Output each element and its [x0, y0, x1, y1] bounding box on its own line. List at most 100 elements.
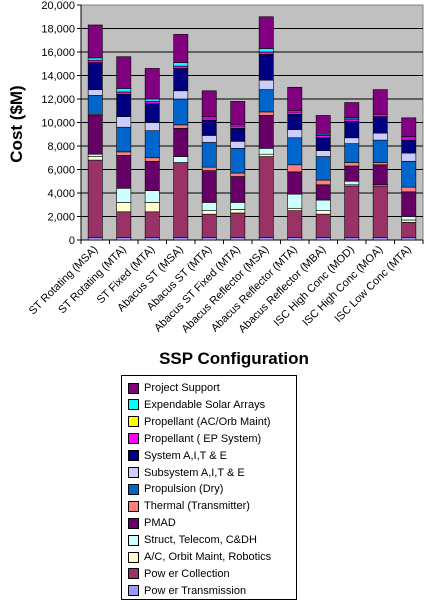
bar-segment [201, 90, 217, 117]
y-tick-label: 6,000 [47, 165, 75, 177]
bar-segment [116, 211, 132, 238]
bar-segment [401, 152, 417, 162]
legend-swatch [128, 416, 139, 428]
legend-item: Pow er Collection [128, 566, 230, 582]
bar-segment [201, 213, 217, 238]
bar-segment [201, 210, 217, 215]
legend-item: A/C, Orbit Maint, Robotics [128, 549, 271, 565]
bar-segment [144, 160, 160, 191]
bar-segment [116, 151, 132, 156]
bar-segment [144, 101, 160, 104]
bar-segment [87, 159, 103, 238]
bar-segment [315, 210, 331, 215]
bar-segment [87, 156, 103, 161]
bar-segment [144, 122, 160, 132]
legend-swatch [128, 534, 139, 546]
bar-segment [144, 157, 160, 162]
legend-swatch [128, 500, 139, 512]
y-tick-label: 20,000 [41, 0, 75, 12]
bar-segment [201, 166, 217, 171]
bar-segment [401, 186, 417, 193]
bar-segment [230, 128, 246, 142]
bar-segment [116, 126, 132, 153]
bar-segment [87, 89, 103, 96]
bar-segment [372, 164, 388, 186]
bar-segment [173, 156, 189, 163]
bar-segment [315, 137, 331, 151]
bar-segment [344, 180, 360, 186]
bar-segment [258, 115, 274, 149]
legend-label: Propellant (AC/Orb Maint) [144, 415, 271, 428]
bar-segment [87, 62, 103, 90]
bar-segment [344, 118, 360, 122]
bar-segment [372, 139, 388, 163]
bar-segment [315, 115, 331, 135]
bar-segment [401, 160, 417, 188]
bar-segment [258, 54, 274, 81]
legend-label: Struct, Telecom, C&DH [144, 534, 257, 547]
bar-segment [372, 162, 388, 166]
bar-segment [258, 111, 274, 116]
y-tick-label: 10,000 [41, 118, 75, 130]
legend-item: Thermal (Transmitter) [128, 498, 250, 514]
legend-label: Propulsion (Dry) [144, 483, 224, 496]
bar-segment [230, 172, 246, 177]
bar-segment [287, 113, 303, 130]
bar-segment [287, 210, 303, 238]
bar-segment [372, 89, 388, 115]
bar-segment [258, 16, 274, 49]
bar-segment [144, 98, 160, 102]
bar-segment [258, 89, 274, 113]
legend-item: Project Support [128, 380, 220, 396]
bar-segment [258, 237, 274, 241]
bar-segment [87, 57, 103, 61]
y-tick-label: 8,000 [47, 141, 75, 153]
bar-segment [401, 137, 417, 141]
bar-segment [401, 216, 417, 221]
bar-segment [258, 51, 274, 55]
legend-swatch [128, 450, 139, 462]
legend-swatch [128, 517, 139, 529]
bar-segment [230, 202, 246, 210]
legend-label: Pow er Transmission [144, 584, 247, 597]
bar-segment [144, 130, 160, 159]
bar-segment [87, 237, 103, 241]
bar-segment [315, 135, 331, 139]
bar-segment [258, 153, 274, 157]
y-tick-label: 12,000 [41, 94, 75, 106]
bar-segment [315, 213, 331, 238]
bar-segment [173, 62, 189, 67]
bar-segment [401, 222, 417, 238]
bar-segment [287, 111, 303, 115]
legend-item: Propulsion (Dry) [128, 481, 223, 497]
legend-swatch [128, 585, 139, 597]
bar-segment [344, 121, 360, 139]
bar-segment [116, 94, 132, 117]
bar-segment [87, 153, 103, 157]
bar-segment [287, 164, 303, 173]
bar-segment [230, 148, 246, 174]
bar-segment [87, 59, 103, 63]
bar-segment [344, 137, 360, 144]
legend-swatch [128, 433, 139, 445]
bar-segment [230, 141, 246, 149]
legend-item: Pow er Transmission [128, 583, 246, 599]
bar-segment [287, 129, 303, 139]
legend-item: Propellant ( EP System) [128, 431, 261, 447]
chart-legend: Project Support Expendable Solar Arrays Pr… [121, 375, 297, 600]
bar-segment [230, 101, 246, 126]
legend-label: A/C, Orbit Maint, Robotics [144, 551, 272, 563]
legend-item: Struct, Telecom, C&DH [128, 532, 257, 548]
bar-segment [372, 132, 388, 141]
bar-segment [144, 68, 160, 100]
bar-segment [116, 202, 132, 213]
legend-swatch [128, 467, 139, 478]
bar-segment [173, 128, 189, 157]
bar-segment [344, 165, 360, 182]
y-tick-label: 14,000 [41, 71, 75, 83]
bar-segment [201, 117, 217, 121]
bar-segment [173, 34, 189, 63]
bar-segment [144, 190, 160, 203]
bar-segment [230, 212, 246, 238]
legend-swatch [128, 382, 139, 394]
